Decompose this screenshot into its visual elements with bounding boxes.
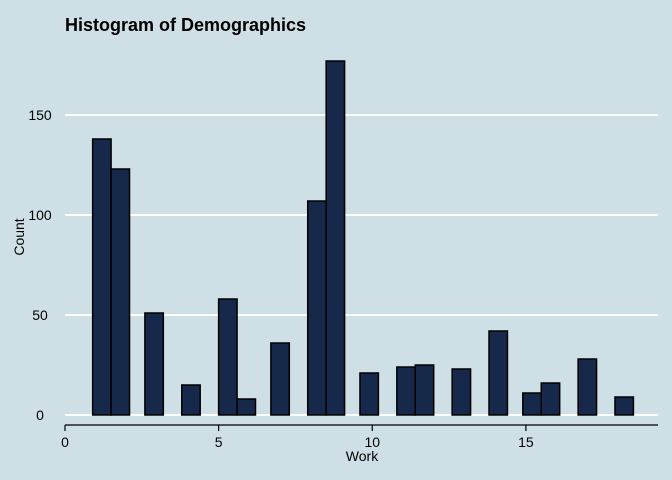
histogram-bar — [540, 382, 561, 416]
histogram-bar — [522, 392, 542, 416]
chart-title: Histogram of Demographics — [65, 15, 306, 35]
x-tick-label: 10 — [364, 434, 380, 450]
histogram-bar — [91, 138, 112, 416]
y-axis: 0 50 100 150 — [28, 107, 52, 423]
bars — [91, 60, 635, 416]
y-axis-label: Count — [11, 218, 27, 255]
histogram-bar — [236, 398, 257, 416]
histogram-bar — [110, 168, 131, 416]
histogram-bar — [181, 384, 201, 416]
histogram-bar — [396, 366, 417, 416]
histogram-bar — [306, 200, 327, 416]
y-tick-label: 0 — [36, 407, 44, 423]
histogram-bar — [270, 342, 291, 416]
x-tick-label: 15 — [518, 434, 534, 450]
y-tick-label: 150 — [28, 107, 52, 123]
histogram-bar — [451, 368, 472, 416]
y-tick-label: 100 — [28, 207, 52, 223]
histogram-bar — [217, 298, 238, 416]
x-axis: 0 5 10 15 — [61, 424, 658, 450]
histogram-bar — [414, 364, 435, 416]
histogram-bar — [359, 372, 380, 416]
histogram-bar — [614, 396, 635, 416]
histogram-bar — [325, 60, 346, 416]
histogram-bar — [144, 312, 165, 416]
x-tick-label: 5 — [215, 434, 223, 450]
histogram-bar — [577, 358, 598, 416]
x-axis-label: Work — [346, 448, 379, 464]
histogram-bar — [488, 330, 509, 416]
x-tick-label: 0 — [61, 434, 69, 450]
y-tick-label: 50 — [32, 307, 48, 323]
